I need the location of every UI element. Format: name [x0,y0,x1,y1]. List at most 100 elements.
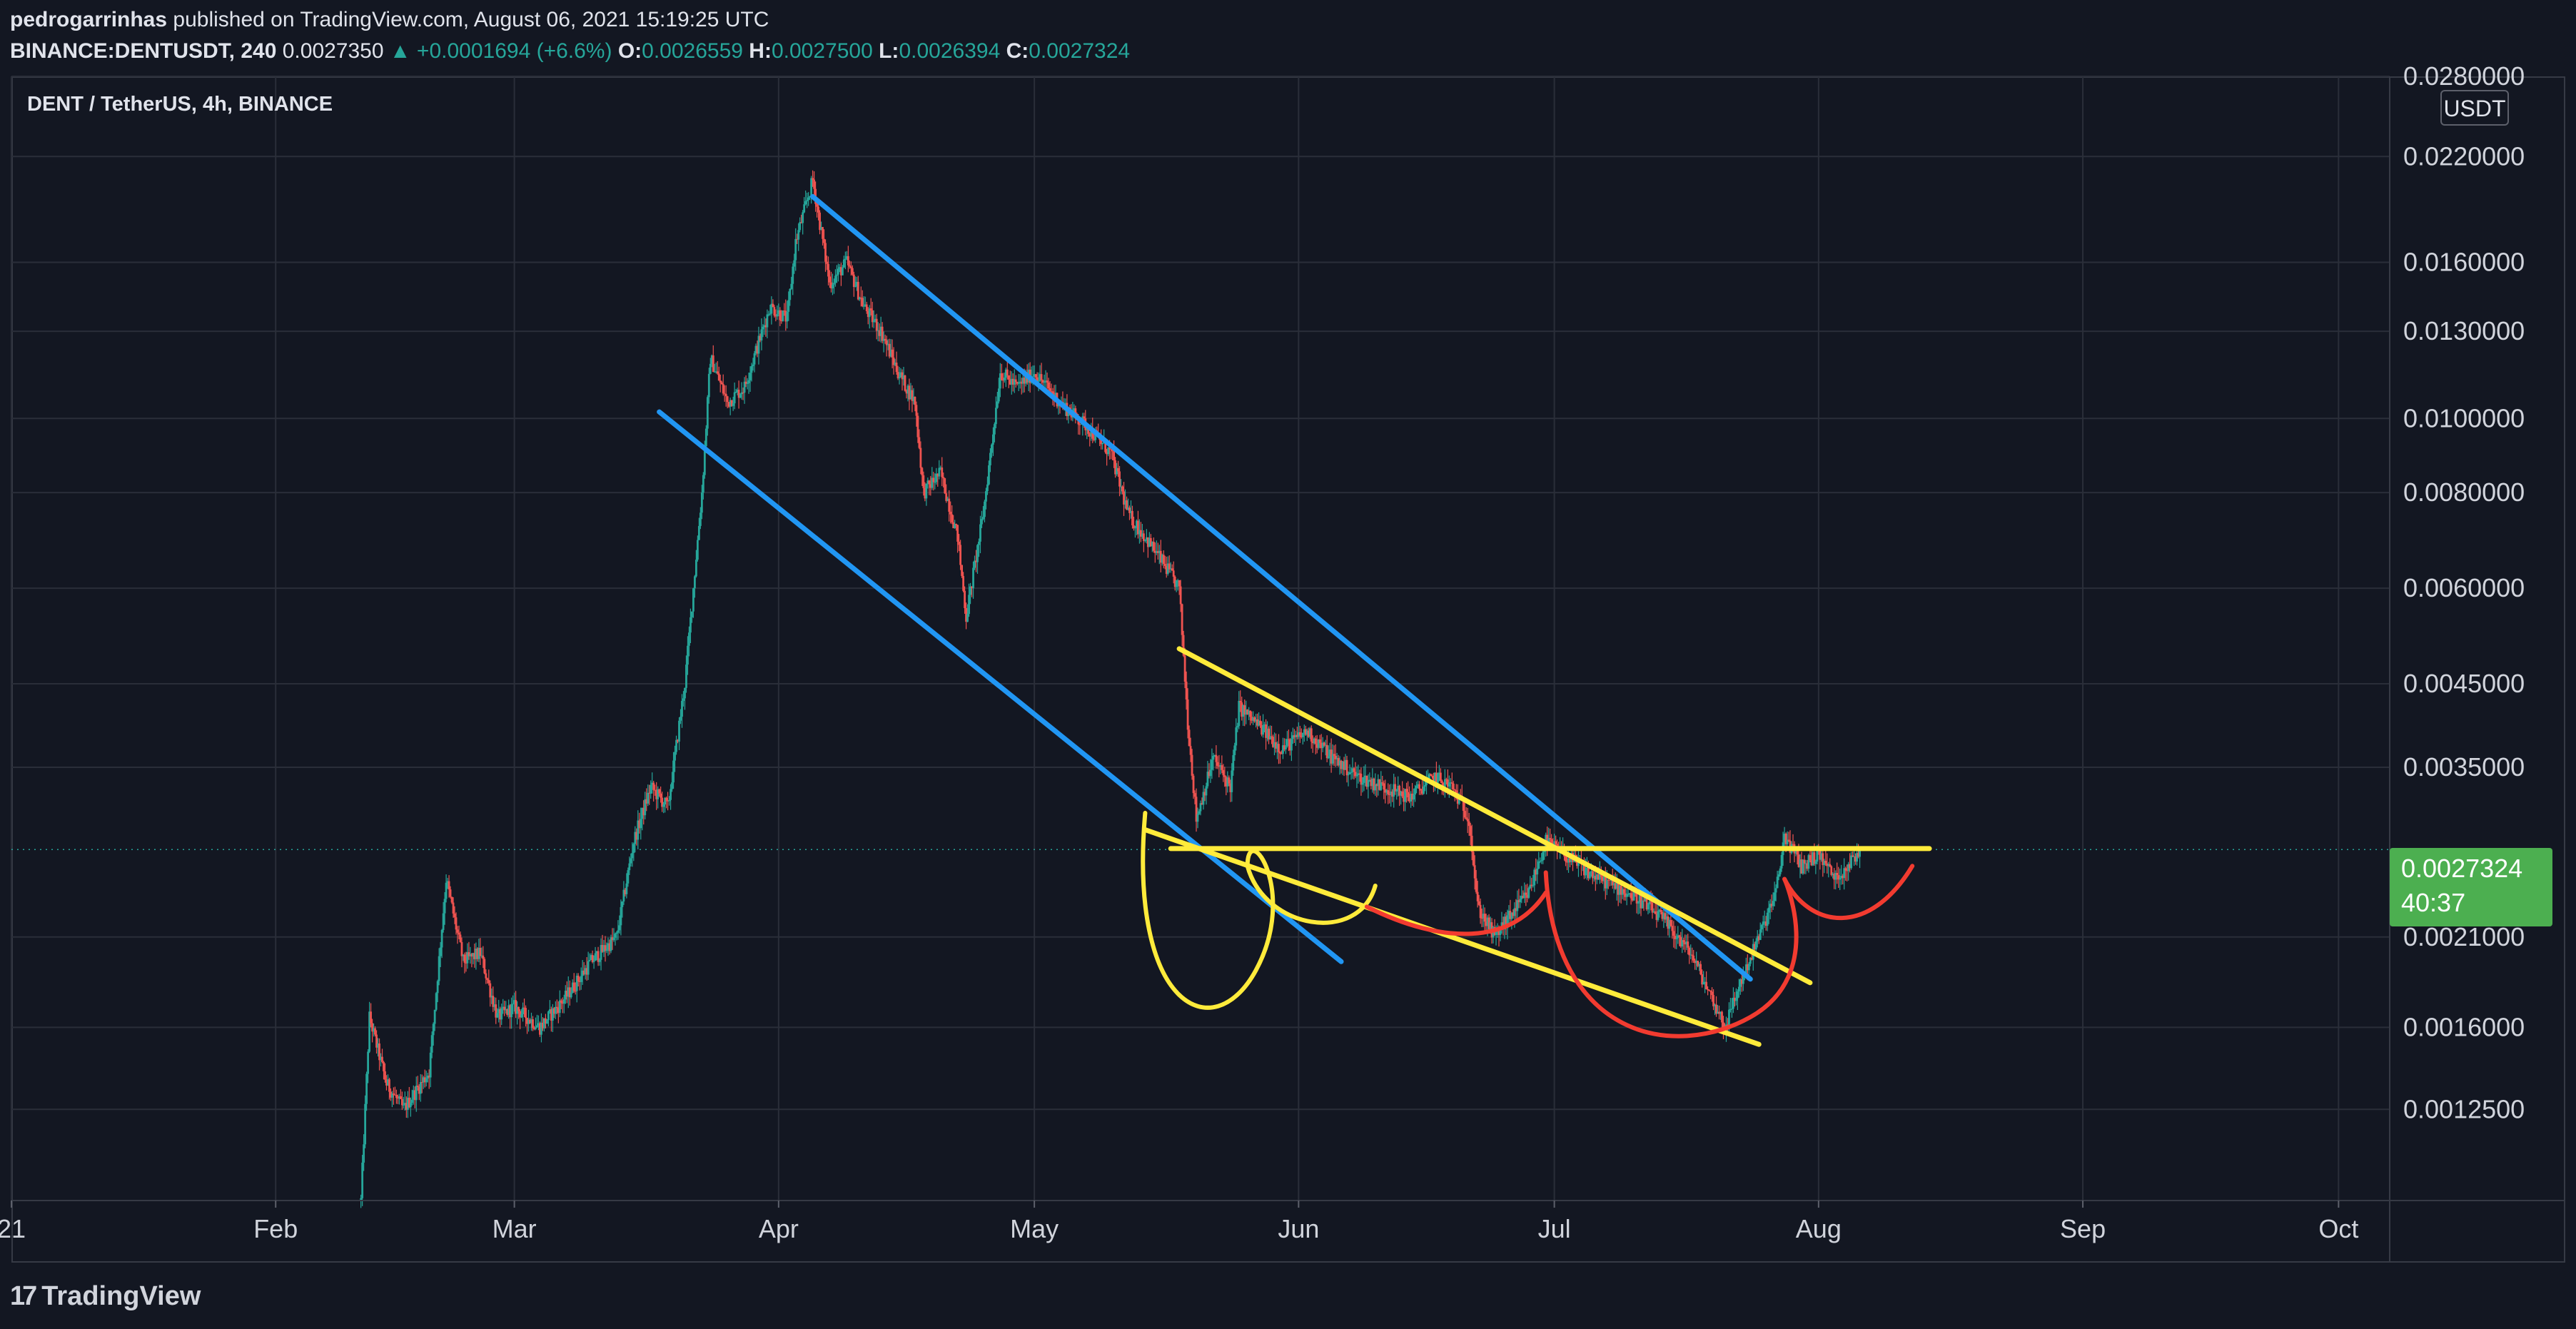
candle-body [1479,904,1482,919]
candle-body [793,260,796,267]
candle-body [824,243,827,262]
candle-body [1186,699,1189,730]
candle-body [868,308,871,318]
candle-body [999,373,1001,389]
candle-body [732,403,734,406]
candle-body [955,524,958,525]
candle-body [959,545,962,565]
candle-body [1780,854,1783,869]
candle-body [1503,916,1506,930]
candle-body [1013,379,1016,385]
candle-body [1016,382,1019,384]
candle-body [1515,908,1517,911]
candle-body [1665,916,1668,920]
candle-body [1522,896,1525,899]
candle-body [463,954,466,963]
candle-body [529,1019,531,1024]
candle-body [1577,861,1580,866]
candle-body [1138,530,1141,535]
candle-body [1762,921,1764,925]
candle-body [391,1093,393,1098]
candle-body [1415,785,1418,789]
candle-body [1526,894,1529,898]
candle-body [584,968,587,975]
candle-body [1417,784,1419,786]
open-value: 0.0026559 [642,39,743,63]
candle-body [694,576,696,589]
candle-body [1569,858,1571,862]
candle-body [1611,878,1614,886]
candle-body [525,1008,527,1019]
candle-body [878,330,881,336]
candle-body [1719,1011,1722,1014]
candle-body [1370,779,1373,787]
candle-body [736,390,739,392]
candle-body [1318,739,1321,743]
candle-body [1152,541,1155,551]
candle-body [806,200,809,201]
candle-body [867,310,869,318]
candle-body [1465,817,1468,819]
candle-body [1816,847,1819,862]
candle-body [1698,964,1701,966]
candle-body [1231,770,1233,792]
candle-body [1641,900,1644,909]
candle-body [1394,784,1397,792]
candle-body [1205,786,1208,796]
candle-body [1051,391,1054,395]
publish-line: pedrogarrinhas published on TradingView.… [10,4,2508,36]
candle-body [1073,408,1076,413]
candle-body [1148,537,1151,547]
candle-body [1384,789,1387,793]
candle-body [1483,914,1486,922]
candle-body [855,281,858,287]
candle-body [1767,907,1770,913]
candle-body [393,1093,395,1095]
candle-body [1328,749,1331,757]
candle-body [1364,775,1367,777]
candle-body [652,782,655,790]
candle-body [1652,911,1655,913]
publisher-name[interactable]: pedrogarrinhas [10,8,168,31]
candle-body [1245,709,1248,715]
currency-unit-badge[interactable]: USDT [2440,90,2509,126]
candle-body [1631,898,1634,901]
candle-body [1031,376,1034,378]
candle-body [1729,1009,1732,1010]
candle-body [592,961,595,962]
candle-body [919,448,922,468]
candle-body [1650,901,1652,903]
candle-body [1566,861,1568,863]
candle-body [1229,783,1232,792]
candle-body [1709,990,1712,992]
candle-body [971,586,973,589]
candle-body [1601,876,1604,881]
candle-body [413,1090,416,1101]
candle-body [1446,779,1449,787]
candle-body [1699,964,1702,975]
candle-body [942,477,945,479]
candle-body [488,979,490,984]
candle-body [702,475,704,493]
candle-body [961,565,964,576]
candle-body [989,453,991,465]
candle-body [945,493,948,501]
y-tick-label: 0.0016000 [2403,1012,2525,1041]
candle-body [1117,468,1119,472]
candle-body [1691,954,1694,956]
candle-body [820,227,822,231]
candle-body [670,789,672,800]
candle-body [495,1004,497,1018]
footer-brand[interactable]: 17 TradingView [10,1279,201,1313]
candle-body [1268,728,1270,739]
candle-body [617,930,620,933]
candle-body [1555,841,1557,844]
candle-body [1334,755,1337,759]
candle-body [554,1006,557,1014]
candle-body [1463,811,1466,818]
candle-body [1770,904,1773,906]
candle-body [887,343,889,345]
candle-body [1046,380,1049,383]
candle-body [712,355,714,373]
